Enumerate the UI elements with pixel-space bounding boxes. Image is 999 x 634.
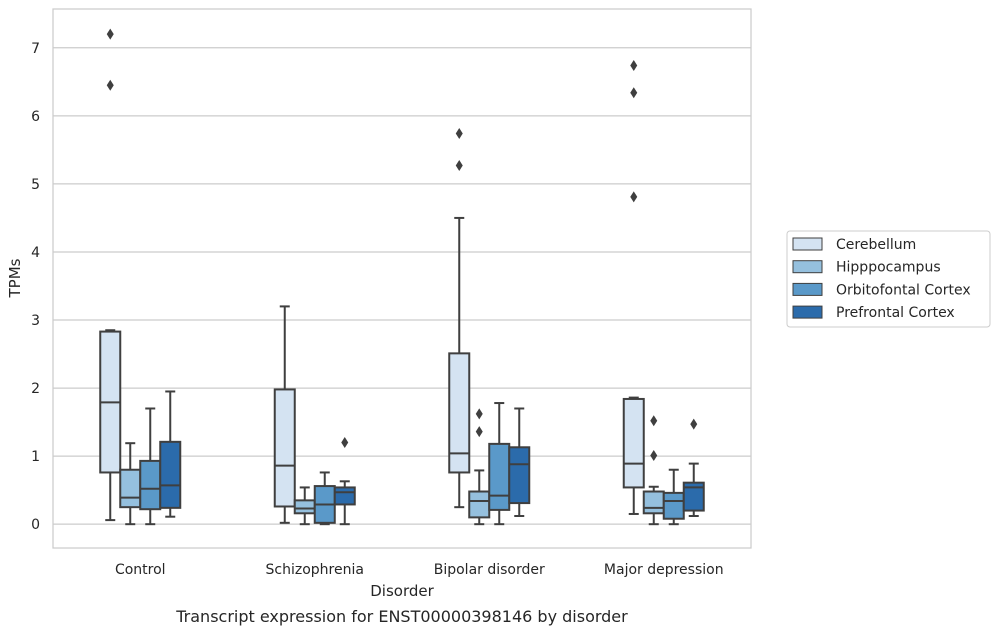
box-iqr <box>293 499 316 515</box>
box-1-0 <box>273 305 296 524</box>
outlier-point <box>690 418 698 430</box>
legend: Cerebellum Hipppocampus Orbitofontal Corte… <box>786 230 991 328</box>
y-tick-label: 4 <box>31 245 40 261</box>
x-axis-ticks: Control Schizophrenia Bipolar disorder Majo… <box>115 562 724 578</box>
legend-swatch-2 <box>792 282 823 296</box>
legend-label-0: Cerebellum <box>836 237 916 253</box>
box-0-0 <box>99 28 122 522</box>
y-tick-label: 0 <box>31 517 40 533</box>
x-tick-label: Control <box>115 562 166 578</box>
y-tick-label: 7 <box>31 41 40 57</box>
outlier-point <box>106 28 114 40</box>
box-0-2 <box>139 407 162 526</box>
x-axis-label: Disorder <box>370 582 434 600</box>
box-iqr <box>159 440 182 509</box>
legend-label-3: Prefrontal Cortex <box>836 305 955 321</box>
legend-swatch-3 <box>792 305 823 319</box>
box-0-3 <box>159 390 182 518</box>
y-tick-label: 5 <box>31 177 40 193</box>
box-1-2 <box>313 471 336 526</box>
outlier-point <box>650 415 658 427</box>
x-tick-label: Major depression <box>604 562 724 578</box>
outlier-point <box>455 160 463 172</box>
box-3-3 <box>682 418 705 518</box>
outlier-point <box>630 191 638 203</box>
box-iqr <box>139 459 162 511</box>
box-iqr <box>448 352 471 474</box>
box-3-1 <box>642 415 665 526</box>
box-iqr <box>622 397 645 489</box>
y-tick-label: 3 <box>31 313 40 329</box>
box-2-0 <box>448 128 471 509</box>
box-iqr <box>119 468 142 509</box>
box-2-3 <box>508 407 531 518</box>
box-iqr <box>333 486 356 506</box>
outlier-point <box>106 79 114 91</box>
box-iqr <box>682 481 705 512</box>
outlier-point <box>630 59 638 71</box>
box-2-1 <box>468 408 491 526</box>
x-tick-label: Schizophrenia <box>266 562 364 578</box>
outlier-point <box>475 408 483 420</box>
plot-frame <box>52 8 752 549</box>
legend-swatch-1 <box>792 260 823 274</box>
box-iqr <box>468 490 491 519</box>
outlier-point <box>475 426 483 438</box>
legend-swatch-0 <box>792 237 823 251</box>
y-tick-label: 1 <box>31 449 40 465</box>
box-0-1 <box>119 442 142 526</box>
y-tick-label: 6 <box>31 109 40 125</box>
box-iqr <box>642 490 665 515</box>
grid-lines <box>53 47 751 525</box>
box-3-0 <box>622 59 645 515</box>
y-tick-label: 2 <box>31 381 40 397</box>
outlier-point <box>341 437 349 449</box>
legend-label-1: Hipppocampus <box>836 260 941 276</box>
box-2-2 <box>488 402 511 526</box>
x-tick-label: Bipolar disorder <box>434 562 545 578</box>
box-1-1 <box>293 486 316 526</box>
box-iqr <box>273 388 296 508</box>
outlier-point <box>650 449 658 461</box>
outlier-point <box>455 128 463 140</box>
box-iqr <box>488 442 511 511</box>
box-plot-marks <box>99 28 705 526</box>
y-axis-label: TPMs <box>6 258 24 298</box>
legend-frame <box>786 230 991 328</box>
box-iqr <box>662 491 685 520</box>
outlier-point <box>630 87 638 99</box>
box-iqr <box>508 446 531 505</box>
box-1-3 <box>333 437 356 526</box>
y-axis-ticks: 0 1 2 3 4 5 6 7 <box>31 41 40 533</box>
box-3-2 <box>662 468 685 526</box>
legend-label-2: Orbitofontal Cortex <box>836 282 971 298</box>
chart-caption: Transcript expression for ENST0000039814… <box>175 607 628 626</box>
